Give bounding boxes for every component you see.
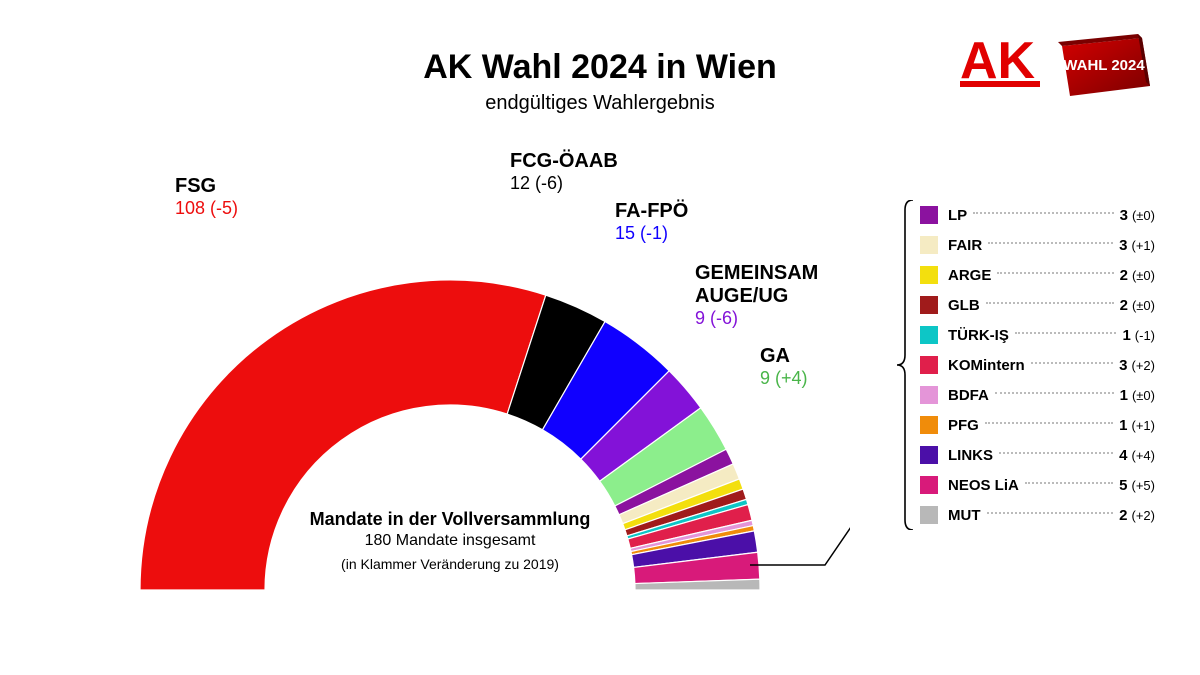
- segment-name: GEMEINSAMAUGE/UG: [695, 262, 818, 308]
- legend-delta: (+4): [1132, 448, 1155, 463]
- legend-value: 2: [1120, 267, 1128, 284]
- legend-value: 1: [1119, 417, 1127, 434]
- stage: { "title": "AK Wahl 2024 in Wien", "subt…: [0, 0, 1200, 675]
- legend-value: 3: [1119, 237, 1127, 254]
- legend-dots: [973, 212, 1113, 214]
- legend-name: PFG: [948, 417, 979, 434]
- legend-value: 2: [1119, 507, 1127, 524]
- segment-name: GA: [760, 345, 808, 368]
- legend-delta: (±0): [1132, 298, 1155, 313]
- segment-name: FCG-ÖAAB: [510, 150, 618, 173]
- legend-swatch: [920, 386, 938, 404]
- legend-name: TÜRK-IŞ: [948, 327, 1009, 344]
- legend-value: 3: [1120, 207, 1128, 224]
- legend-delta: (+2): [1132, 358, 1155, 373]
- legend-value: 1: [1122, 327, 1130, 344]
- legend-name: KOMintern: [948, 357, 1025, 374]
- legend-dots: [985, 422, 1113, 424]
- legend-delta: (±0): [1132, 388, 1155, 403]
- legend-swatch: [920, 416, 938, 434]
- legend-row: LINKS 4 (+4): [920, 440, 1155, 470]
- legend-swatch: [920, 476, 938, 494]
- wahl-cube-icon: WAHL 2024: [1058, 34, 1150, 96]
- segment-value: 9 (-6): [695, 308, 818, 329]
- legend-name: ARGE: [948, 267, 991, 284]
- legend-dots: [1025, 482, 1113, 484]
- segment-value: 108 (-5): [175, 198, 238, 219]
- legend-row: FAIR 3 (+1): [920, 230, 1155, 260]
- legend-delta: (+1): [1132, 418, 1155, 433]
- legend-swatch: [920, 446, 938, 464]
- ak-wahl-logo: AK WAHL 2024: [960, 30, 1160, 100]
- ak-letters-icon: AK: [960, 32, 1040, 90]
- svg-text:WAHL 2024: WAHL 2024: [1063, 57, 1145, 74]
- legend-row: TÜRK-IŞ 1 (-1): [920, 320, 1155, 350]
- legend-dots: [995, 392, 1114, 394]
- legend-delta: (-1): [1135, 328, 1155, 343]
- segment-label: FSG108 (-5): [175, 175, 238, 219]
- legend-row: BDFA 1 (±0): [920, 380, 1155, 410]
- legend-swatch: [920, 326, 938, 344]
- legend-swatch: [920, 236, 938, 254]
- segment-label: GEMEINSAMAUGE/UG9 (-6): [695, 262, 818, 329]
- legend-dots: [986, 302, 1114, 304]
- segment-name: FA-FPÖ: [615, 200, 688, 223]
- legend-value: 2: [1120, 297, 1128, 314]
- center-info: Mandate in der Vollversammlung 180 Manda…: [250, 509, 650, 572]
- legend-swatch: [920, 296, 938, 314]
- legend-name: BDFA: [948, 387, 989, 404]
- legend-delta: (+1): [1132, 238, 1155, 253]
- legend-dots: [997, 272, 1113, 274]
- legend-bracket: [895, 200, 915, 530]
- center-line3: (in Klammer Veränderung zu 2019): [250, 556, 650, 572]
- legend-row: KOMintern 3 (+2): [920, 350, 1155, 380]
- legend-row: GLB 2 (±0): [920, 290, 1155, 320]
- legend-name: MUT: [948, 507, 981, 524]
- legend-name: NEOS LiA: [948, 477, 1019, 494]
- legend-dots: [987, 512, 1114, 514]
- legend-name: GLB: [948, 297, 980, 314]
- half-donut-chart: FSG108 (-5)FCG-ÖAAB12 (-6)FA-FPÖ15 (-1)G…: [50, 170, 850, 600]
- legend-swatch: [920, 506, 938, 524]
- legend-dots: [999, 452, 1113, 454]
- legend-delta: (+5): [1132, 478, 1155, 493]
- legend-swatch: [920, 356, 938, 374]
- segment-name: FSG: [175, 175, 238, 198]
- segment-label: GA9 (+4): [760, 345, 808, 389]
- legend-name: FAIR: [948, 237, 982, 254]
- legend-value: 4: [1119, 447, 1127, 464]
- segment-label: FA-FPÖ15 (-1): [615, 200, 688, 244]
- legend-dots: [1031, 362, 1114, 364]
- segment-value: 9 (+4): [760, 368, 808, 389]
- legend-swatch: [920, 206, 938, 224]
- legend-row: NEOS LiA 5 (+5): [920, 470, 1155, 500]
- legend-name: LINKS: [948, 447, 993, 464]
- segment-value: 12 (-6): [510, 173, 618, 194]
- legend-value: 3: [1119, 357, 1127, 374]
- legend-swatch: [920, 266, 938, 284]
- segment-value: 15 (-1): [615, 223, 688, 244]
- legend-row: MUT 2 (+2): [920, 500, 1155, 530]
- legend-row: PFG 1 (+1): [920, 410, 1155, 440]
- legend-row: LP 3 (±0): [920, 200, 1155, 230]
- legend-delta: (+2): [1132, 508, 1155, 523]
- legend-dots: [1015, 332, 1117, 334]
- legend-row: ARGE 2 (±0): [920, 260, 1155, 290]
- legend-dots: [988, 242, 1113, 244]
- legend-value: 1: [1120, 387, 1128, 404]
- legend-name: LP: [948, 207, 967, 224]
- segment-label: FCG-ÖAAB12 (-6): [510, 150, 618, 194]
- legend-delta: (±0): [1132, 268, 1155, 283]
- legend-value: 5: [1119, 477, 1127, 494]
- minor-parties-legend: LP 3 (±0) FAIR 3 (+1) ARGE 2 (±0) GLB 2 (±0) TÜRK-IŞ…: [920, 200, 1155, 530]
- legend-delta: (±0): [1132, 208, 1155, 223]
- center-line1: Mandate in der Vollversammlung: [250, 509, 650, 530]
- center-line2: 180 Mandate insgesamt: [250, 532, 650, 550]
